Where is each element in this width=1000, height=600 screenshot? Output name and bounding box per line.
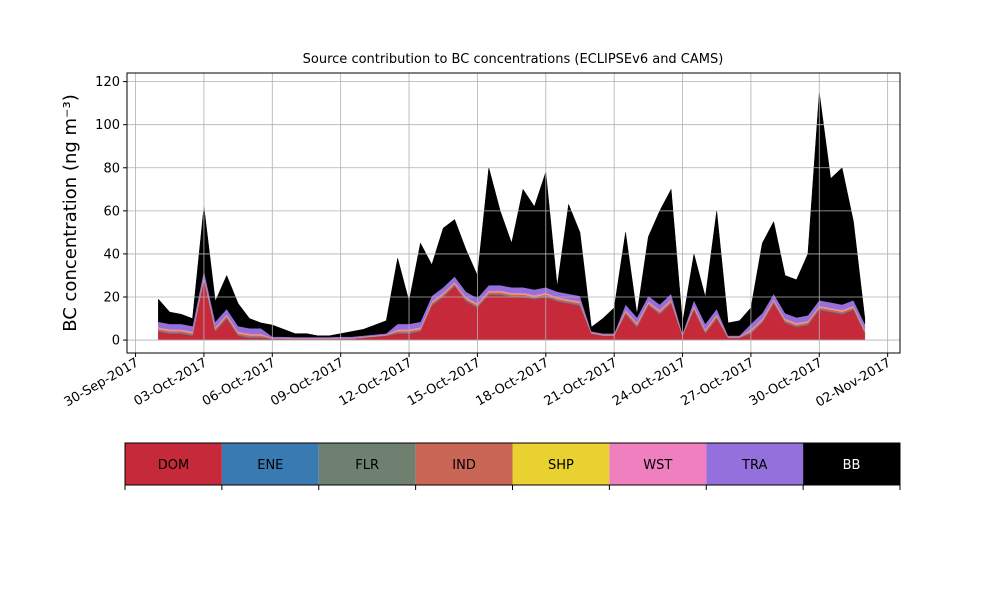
legend-swatch — [221, 443, 319, 485]
y-tick-label: 120 — [95, 75, 120, 90]
x-tick-label: 02-Nov-2017 — [813, 355, 893, 410]
y-tick-label: 100 — [95, 118, 120, 133]
y-tick-label: 0 — [112, 334, 120, 349]
legend-label: TRA — [741, 458, 767, 473]
x-tick-label: 21-Oct-2017 — [542, 355, 620, 409]
area — [158, 92, 866, 338]
x-tick-label: 18-Oct-2017 — [473, 355, 551, 409]
legend-label: FLR — [355, 458, 379, 473]
y-tick-label: 20 — [103, 291, 120, 306]
y-tick-label: 80 — [103, 161, 120, 176]
plot-frame — [126, 72, 901, 354]
areas — [158, 92, 866, 341]
legend-label: WST — [643, 458, 672, 473]
x-tick-label: 30-Sep-2017 — [62, 355, 142, 410]
legend-frame — [124, 442, 901, 486]
x-tick-label: 06-Oct-2017 — [200, 355, 278, 409]
y-axis-label: BC concentration (ng m⁻³) — [60, 94, 81, 332]
x-tick-label: 12-Oct-2017 — [337, 355, 415, 409]
legend-label: DOM — [158, 458, 189, 473]
legend-swatch — [415, 443, 513, 485]
x-tick-label: 27-Oct-2017 — [679, 355, 757, 409]
legend-swatch — [512, 443, 610, 485]
grid — [127, 73, 900, 353]
legend-swatch — [609, 443, 707, 485]
legend-label: IND — [452, 458, 476, 473]
y-tick-label: 60 — [103, 204, 120, 219]
legend-label: BB — [843, 458, 861, 473]
chart-title: Source contribution to BC concentrations… — [303, 52, 724, 67]
x-tick-label: 03-Oct-2017 — [132, 355, 210, 409]
x-tick-label: 30-Oct-2017 — [747, 355, 825, 409]
x-tick-label: 15-Oct-2017 — [405, 355, 483, 409]
legend-swatch — [803, 443, 900, 485]
legend-label: ENE — [257, 458, 283, 473]
x-tick-label: 24-Oct-2017 — [610, 355, 688, 409]
legend-swatch — [125, 443, 222, 485]
legend-swatch — [706, 443, 804, 485]
x-tick-label: 09-Oct-2017 — [268, 355, 346, 409]
legend-swatch — [318, 443, 416, 485]
legend-label: SHP — [548, 458, 574, 473]
y-tick-label: 40 — [103, 247, 120, 262]
